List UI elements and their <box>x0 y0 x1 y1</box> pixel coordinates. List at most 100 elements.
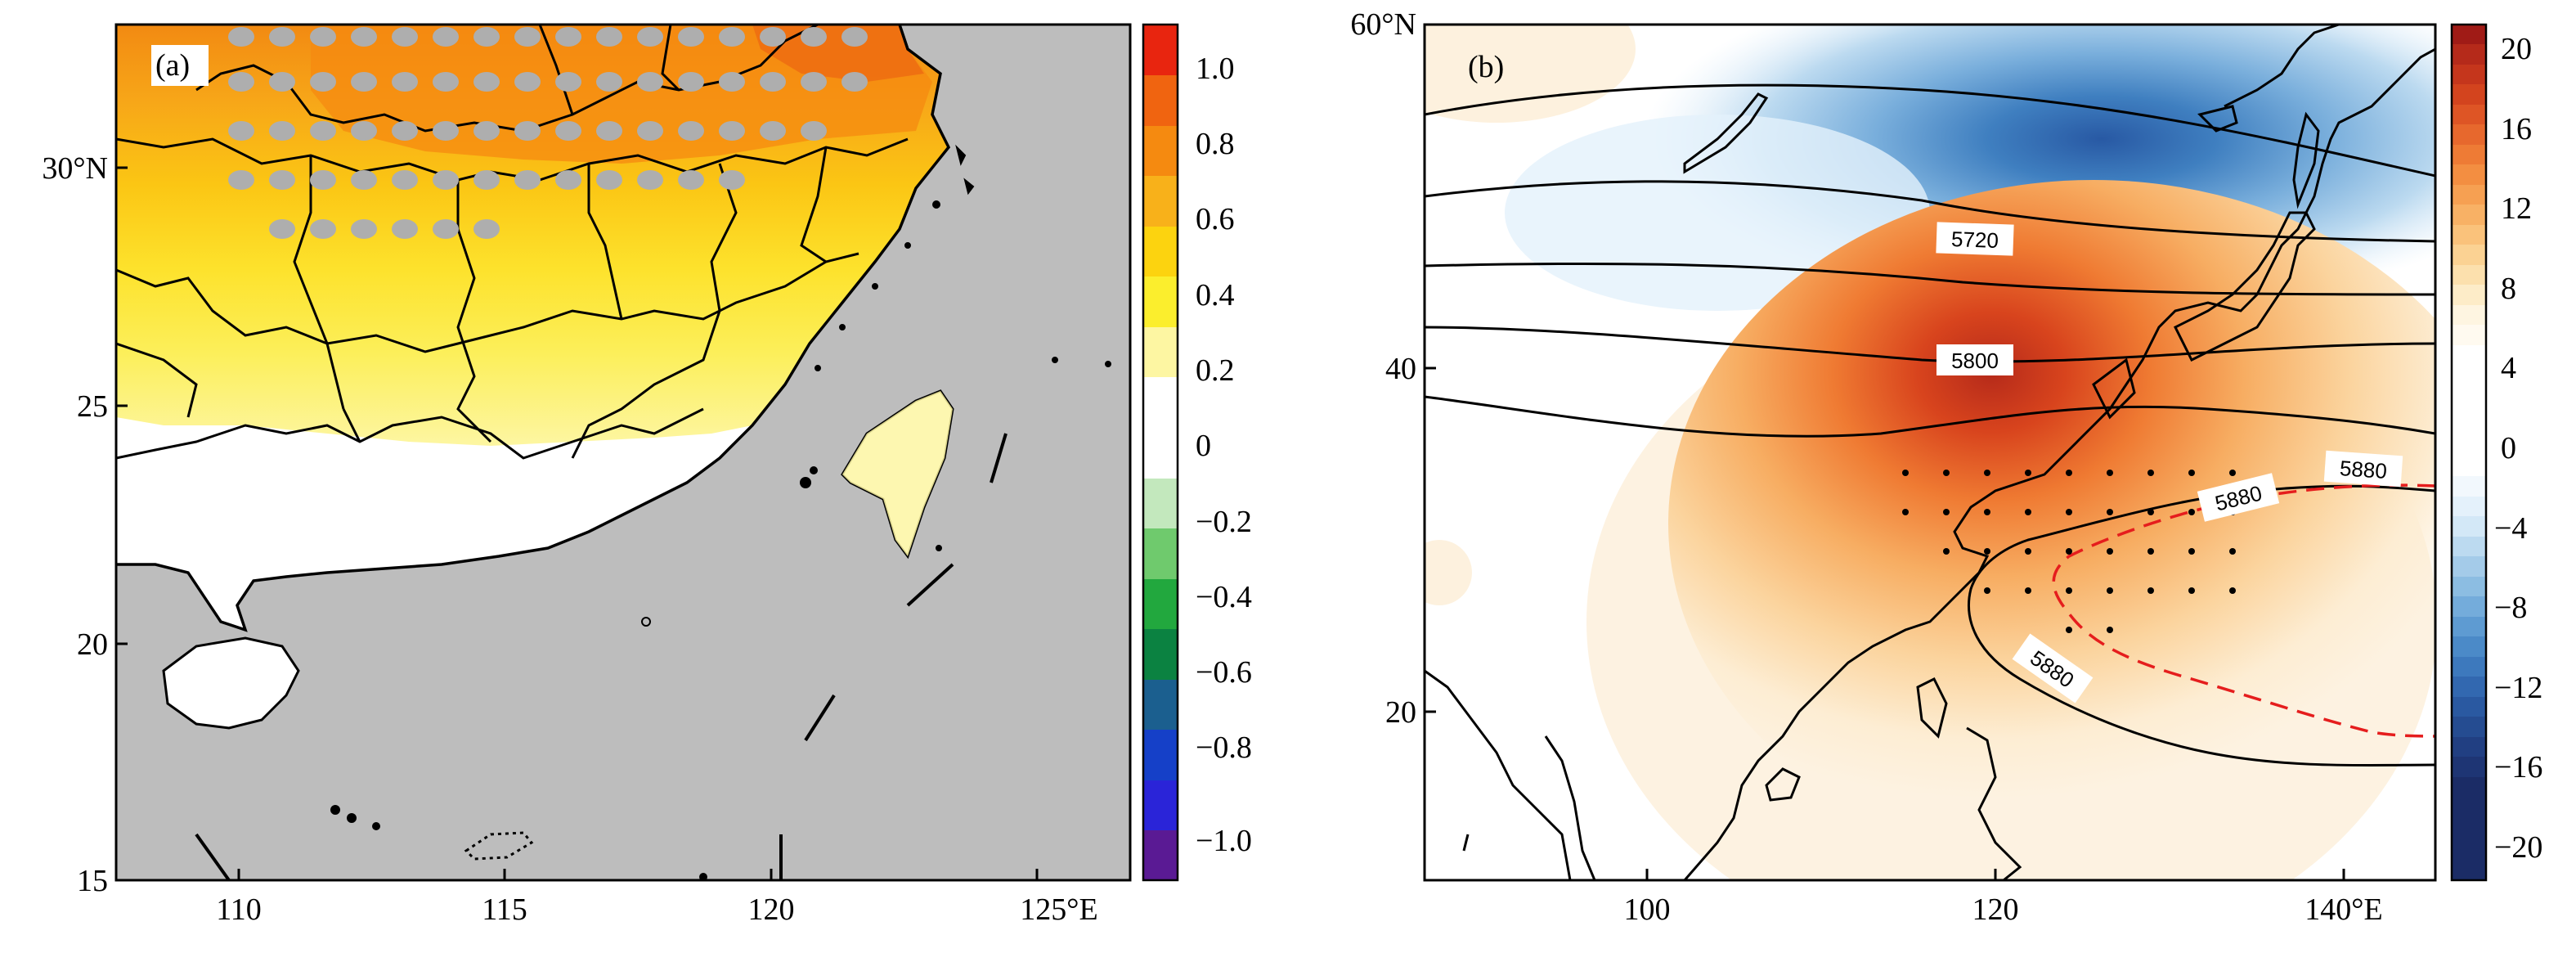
panel-b-colorbar-seg <box>2452 245 2486 265</box>
panel-a-small-islands <box>330 144 1111 880</box>
panel-b-colorbar-seg <box>2452 305 2486 325</box>
panel-b-colorbar-seg <box>2452 577 2486 596</box>
panel-b-colorbar-seg <box>2452 265 2486 285</box>
panel-a-coastline <box>116 25 951 632</box>
panel-b-colorbar-tick: −16 <box>2494 750 2542 784</box>
panel-b-colorbar-tick: 20 <box>2501 32 2532 66</box>
panel-b-colorbar-seg <box>2452 636 2486 657</box>
panel-a-label-box <box>151 45 209 86</box>
panel-a-colorbar-tick: 0.8 <box>1196 127 1235 161</box>
panel-a-colorbar-tick: 0.2 <box>1196 353 1235 388</box>
panel-b-colorbar-seg <box>2452 205 2486 225</box>
panel-b-colorbar-tick: 4 <box>2501 351 2516 385</box>
panel-a-colorbar-seg <box>1143 629 1178 680</box>
panel-a-colorbar-seg <box>1143 327 1178 377</box>
panel-b-warm-wash-w <box>1425 540 1472 605</box>
panel-b-colorbar-seg <box>2452 697 2486 717</box>
panel-a-label: (a) <box>155 48 190 83</box>
panel-b-colorbar-tick: −12 <box>2494 671 2542 705</box>
panel-b-colorbar-seg <box>2452 345 2486 476</box>
panel-b-colorbar-seg <box>2452 84 2486 105</box>
panel-a-y-tick-30N: 30°N <box>42 151 108 186</box>
panel-a-x-tick-110: 110 <box>216 892 262 927</box>
panel-a-colorbar-seg <box>1143 528 1178 579</box>
panel-a-dashed-line-segments <box>195 433 1008 880</box>
panel-b-colorbar-seg <box>2452 657 2486 677</box>
panel-b-colorbar-seg <box>2452 516 2486 537</box>
panel-a-y-tick-20: 20 <box>77 627 108 662</box>
panel-b-colorbar-seg <box>2452 164 2486 185</box>
panel-a-hainan-island <box>162 636 300 730</box>
panel-a-y-tick-25: 25 <box>77 389 108 424</box>
panel-b-warm-wash-nw <box>1425 25 1636 123</box>
panel-a-colorbar-seg <box>1143 126 1178 176</box>
contour-label-text: 5800 <box>1951 348 1999 373</box>
panel-a-colorbar-seg <box>1143 830 1178 880</box>
panel-b-colorbar-seg <box>2452 225 2486 245</box>
panel-a-taiwan-anomaly <box>842 391 953 556</box>
panel-a-y-ticks <box>116 166 128 882</box>
panel-b-warm-anomaly <box>1668 180 2435 867</box>
panel-a-colorbar-seg <box>1143 227 1178 276</box>
contour-label-text: 5720 <box>1951 227 1999 253</box>
panel-a-x-tick-115: 115 <box>482 892 527 927</box>
panel-b-significance-dots <box>1902 470 2236 633</box>
panel-b-colorbar-seg <box>2452 777 2486 880</box>
panel-b-colorbar-seg <box>2452 677 2486 697</box>
panel-b-colorbar-seg <box>2452 124 2486 145</box>
panel-b-colorbar-seg <box>2452 737 2486 757</box>
panel-b-x-ticks <box>1645 869 2345 880</box>
panel-a-colorbar-frame <box>1142 23 1179 882</box>
panel-a-colorbar-seg <box>1143 276 1178 327</box>
panel-b-contour-label-5880-east: 5880 <box>2323 450 2403 488</box>
contour-label-text: 5880 <box>2339 456 2388 483</box>
panel-b-colorbar: 20 16 12 8 4 0 −4 −8 −12 −16 −20 <box>2450 23 2542 882</box>
panel-a-y-tick-15: 15 <box>77 864 108 898</box>
panel-b: 5720 5800 5880 5880 5880 (b) <box>1350 7 2437 927</box>
panel-a-colorbar-seg <box>1143 75 1178 126</box>
panel-b-colorbar-tick: 16 <box>2501 112 2532 146</box>
panel-b-colorbar-tick: −20 <box>2494 830 2542 865</box>
panel-a-colorbar-seg <box>1143 730 1178 780</box>
panel-b-colorbar-seg <box>2452 497 2486 516</box>
panel-b-colorbar-tick: −8 <box>2494 591 2527 625</box>
panel-a-colorbar-seg <box>1143 579 1178 629</box>
panel-b-x-tick-140E: 140°E <box>2304 892 2382 927</box>
panel-b-colorbar-seg <box>2452 185 2486 205</box>
panel-a-colorbar-seg <box>1143 377 1178 479</box>
panel-b-colorbar-seg <box>2452 556 2486 577</box>
panel-a-colorbar-seg <box>1143 25 1178 75</box>
panel-a-x-ticks <box>237 869 1039 880</box>
panel-b-contour-label-5800: 5800 <box>1936 344 2013 375</box>
panel-a-colorbar-tick: −0.4 <box>1196 580 1252 614</box>
panel-a-colorbar-tick: 0.4 <box>1196 278 1235 312</box>
panel-b-coastlines <box>1425 25 2435 880</box>
panel-b-y-tick-40: 40 <box>1385 352 1416 386</box>
panel-b-x-tick-120: 120 <box>1972 892 2019 927</box>
panel-b-colorbar-tick: −4 <box>2494 511 2527 546</box>
panel-b-colorbar-seg <box>2452 325 2486 345</box>
panel-b-contour-label-5720: 5720 <box>1936 222 2014 256</box>
panel-a-colorbar-seg <box>1143 479 1178 528</box>
panel-a-colorbar-tick: −0.8 <box>1196 730 1252 765</box>
panel-a: (a) 30°N 25 20 15 110 115 120 125°E <box>42 23 1132 927</box>
panel-a-atoll <box>464 831 534 861</box>
panel-a-colorbar-seg <box>1143 176 1178 227</box>
panel-b-colorbar-seg <box>2452 145 2486 164</box>
panel-b-colorbar-tick: 12 <box>2501 191 2532 226</box>
panel-a-colorbar-tick: 0 <box>1196 429 1211 463</box>
panel-b-colorbar-seg <box>2452 596 2486 617</box>
panel-b-y-ticks <box>1425 23 1436 713</box>
panel-b-colorbar-seg <box>2452 476 2486 497</box>
panel-b-colorbar-tick: 0 <box>2501 431 2516 465</box>
panel-b-colorbar-seg <box>2452 105 2486 124</box>
panel-a-colorbar-tick: 1.0 <box>1196 52 1235 86</box>
panel-a-significance-markers <box>228 27 868 239</box>
panel-b-colorbar-tick: 8 <box>2501 272 2516 306</box>
panel-b-colorbar-seg <box>2452 44 2486 65</box>
panel-a-colorbar-tick: −0.6 <box>1196 655 1252 690</box>
panel-a-plot-frame <box>114 23 1132 882</box>
panel-b-x-tick-100: 100 <box>1624 892 1671 927</box>
panel-b-label: (b) <box>1468 50 1504 84</box>
